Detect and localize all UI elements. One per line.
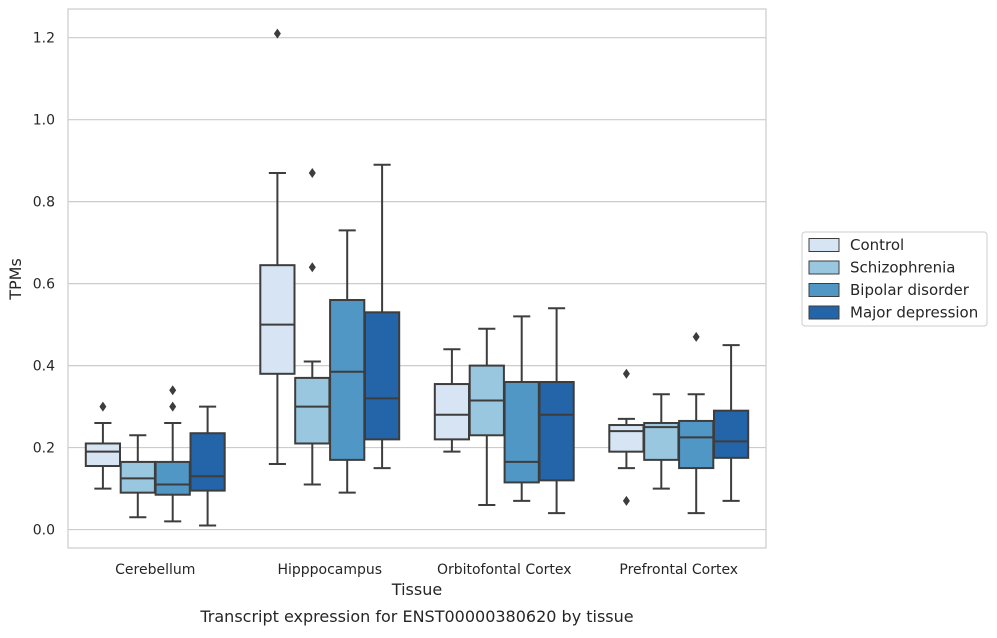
box	[503, 315, 540, 502]
legend-label: Major depression	[850, 304, 978, 322]
x-tick-labels: Cerebellum Hipppocampus Orbitofontal Corte…	[115, 562, 738, 578]
legend: Control Schizophrenia Bipolar disorder Majo…	[801, 231, 988, 327]
iqr-box	[294, 376, 331, 445]
box	[189, 405, 226, 527]
iqr-box	[189, 432, 226, 492]
box-series	[84, 28, 750, 527]
iqr-box	[329, 299, 366, 461]
iqr-box	[154, 460, 191, 496]
legend-frame	[801, 231, 988, 327]
outlier-marker	[622, 368, 630, 379]
x-tick-label: Prefrontal Cortex	[619, 562, 738, 578]
outlier-marker	[169, 401, 177, 412]
y-tick-label: 0.8	[33, 195, 55, 211]
iqr-box	[259, 264, 296, 375]
box	[538, 307, 575, 515]
outlier-marker	[308, 167, 316, 178]
legend-swatch	[808, 283, 840, 297]
y-axis-label: TPMs	[6, 258, 25, 301]
outlier-marker	[692, 331, 700, 342]
box	[712, 344, 750, 502]
iqr-box	[433, 383, 471, 441]
legend-swatch	[808, 305, 840, 320]
iqr-box	[84, 442, 122, 468]
box	[608, 368, 645, 506]
legend-label: Schizophrenia	[850, 259, 955, 277]
box	[84, 401, 122, 490]
legend-swatch	[808, 260, 840, 275]
y-tick-label: 0.2	[33, 441, 55, 457]
box	[154, 385, 191, 523]
iqr-box	[538, 380, 575, 482]
y-tick-label: 0.6	[33, 277, 55, 293]
iqr-box	[643, 421, 680, 461]
legend-label: Bipolar disorder	[850, 281, 970, 299]
iqr-box	[678, 419, 715, 470]
y-tick-label: 0.4	[33, 359, 55, 375]
x-tick-label: Cerebellum	[115, 562, 195, 578]
box	[294, 167, 331, 486]
outlier-marker	[169, 385, 177, 396]
iqr-box	[119, 460, 156, 494]
outlier-marker	[273, 28, 281, 39]
iqr-box	[608, 424, 645, 453]
x-axis-label: Tissue	[391, 580, 442, 599]
x-tick-label: Orbitofontal Cortex	[437, 562, 572, 578]
x-tick-label: Hipppocampus	[277, 562, 382, 578]
iqr-box	[503, 380, 540, 484]
y-tick-label: 1.2	[33, 31, 55, 47]
y-tick-label: 1.0	[33, 113, 55, 129]
box	[678, 331, 715, 515]
iqr-box	[712, 409, 750, 459]
outlier-marker	[99, 401, 107, 412]
legend-swatch	[808, 238, 840, 252]
box	[363, 163, 401, 470]
box	[643, 393, 680, 490]
box	[119, 434, 156, 519]
box	[329, 229, 366, 494]
box	[433, 348, 471, 453]
box	[259, 28, 296, 465]
outlier-marker	[308, 262, 316, 273]
y-tick-label: 0.0	[33, 523, 55, 539]
legend-label: Control	[850, 236, 904, 254]
chart-caption: Transcript expression for ENST0000038062…	[199, 607, 633, 626]
y-tick-labels: 0.0 0.2 0.4 0.6 0.8 1.0 1.2	[33, 31, 55, 539]
iqr-box	[363, 311, 401, 441]
outlier-marker	[622, 495, 630, 506]
